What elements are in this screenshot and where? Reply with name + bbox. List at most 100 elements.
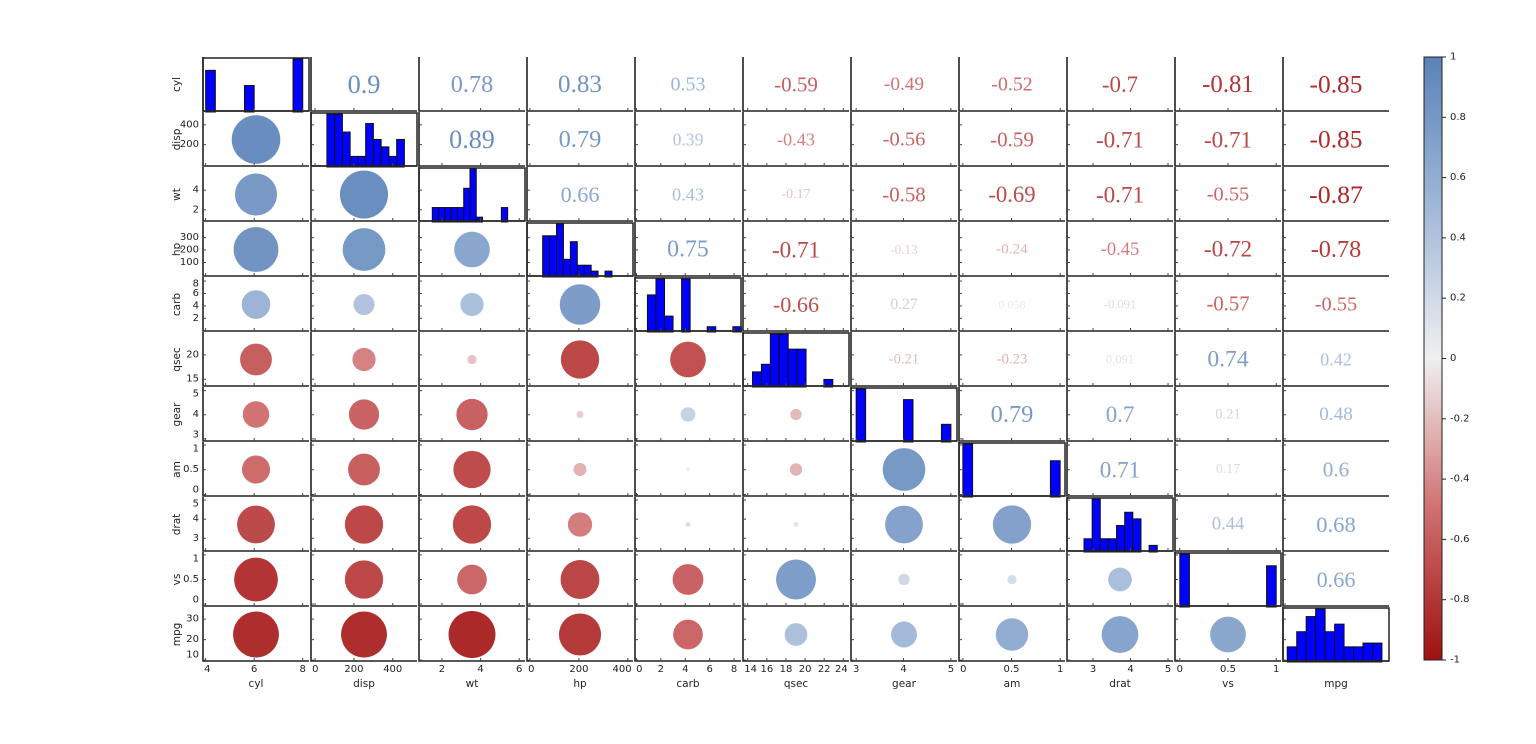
cell-am-qsec <box>742 442 849 497</box>
cell-axis <box>418 167 525 222</box>
histogram-bar <box>1083 538 1093 553</box>
x-tick-label: 4 <box>682 664 688 675</box>
cell-axis <box>418 332 525 387</box>
cell-axis <box>1066 607 1173 662</box>
correlation-label: 0.17 <box>1216 462 1240 477</box>
correlation-circle <box>234 173 278 216</box>
cell-axis <box>850 552 957 607</box>
correlation-label: -0.71 <box>1204 127 1252 153</box>
cell-axis <box>742 277 849 332</box>
x-tick-label: 20 <box>799 664 812 675</box>
cell-gear-am: 0.79 <box>958 387 1065 442</box>
cell-qsec-hp <box>526 332 633 387</box>
correlation-circle <box>448 611 496 658</box>
cell-wt-drat: -0.71 <box>1066 167 1173 222</box>
colorbar-tick-label: 0.6 <box>1450 172 1466 183</box>
cell-axis <box>1282 112 1389 167</box>
correlation-circle <box>560 560 600 599</box>
cell-carb-drat: -0.091 <box>1066 277 1173 332</box>
correlation-label: -0.49 <box>884 74 924 95</box>
cell-axis <box>958 112 1065 167</box>
correlation-label: -0.71 <box>1096 127 1144 153</box>
cell-cyl-mpg: -0.85 <box>1282 57 1389 112</box>
colorbar-tick-label: 0 <box>1450 353 1456 364</box>
cell-axis <box>1282 332 1389 387</box>
correlation-circle <box>560 340 600 379</box>
cell-axis <box>850 57 957 112</box>
y-tick-label: 2 <box>193 313 199 324</box>
cell-gear-hp <box>526 387 633 442</box>
histogram-bar <box>549 235 558 278</box>
cell-mpg-qsec <box>742 607 849 662</box>
x-tick-label: 24 <box>835 664 848 675</box>
correlation-circle <box>790 408 802 421</box>
histogram-bar <box>444 207 452 223</box>
cell-axis <box>958 442 1065 497</box>
x-variable-label: mpg <box>1324 678 1348 690</box>
histogram-bar <box>604 270 613 278</box>
histogram-bar <box>380 146 390 168</box>
cell-axis <box>526 552 633 607</box>
correlation-circle <box>234 557 278 602</box>
cell-axis <box>526 497 633 552</box>
histogram-bar <box>1179 553 1190 608</box>
cell-disp-wt: 0.89 <box>418 112 525 167</box>
cell-axis <box>1066 552 1173 607</box>
y-variable-label: mpg <box>171 623 183 647</box>
x-variable-label: drat <box>1109 678 1131 690</box>
x-tick-label: 18 <box>780 664 793 675</box>
x-tick-label: 400 <box>383 664 402 675</box>
cell-mpg-disp <box>310 607 417 662</box>
y-tick-label: 0 <box>193 595 199 606</box>
correlation-label: 0.89 <box>449 125 495 154</box>
histogram-bar <box>1107 538 1118 553</box>
correlation-label: 0.74 <box>1207 347 1248 373</box>
cell-axis <box>742 222 849 277</box>
cell-disp-gear: -0.56 <box>850 112 957 167</box>
cell-axis <box>958 222 1065 277</box>
cell-qsec-cyl <box>202 332 309 387</box>
x-tick-label: 0.5 <box>1220 664 1236 675</box>
correlation-label: 0.53 <box>671 74 706 96</box>
cell-disp-mpg: -0.85 <box>1282 112 1389 167</box>
cell-hp-drat: -0.45 <box>1066 222 1173 277</box>
cell-cyl-drat: -0.7 <box>1066 57 1173 112</box>
cell-axis <box>310 277 417 332</box>
colorbar-tick-label: 0.2 <box>1450 293 1466 304</box>
cell-axis <box>634 167 741 222</box>
x-tick-label: 0 <box>312 664 318 675</box>
histogram-bar <box>664 315 674 333</box>
correlation-label: -0.7 <box>1102 72 1138 97</box>
cell-gear-qsec <box>742 387 849 442</box>
cell-axis <box>742 387 849 442</box>
x-tick-label: 0 <box>960 664 966 675</box>
correlation-circle <box>672 564 704 595</box>
correlation-circle <box>353 293 375 316</box>
y-tick-label: 1 <box>193 554 199 565</box>
correlation-label: 0.058 <box>999 298 1026 312</box>
cell-cyl-wt: 0.78 <box>418 57 525 112</box>
cell-am-gear <box>850 442 957 497</box>
cell-axis <box>1282 442 1389 497</box>
x-tick-label: 14 <box>744 664 757 675</box>
cell-mpg-wt <box>418 607 525 662</box>
correlation-circle <box>344 560 384 599</box>
cell-drat-disp <box>310 497 417 552</box>
cell-mpg-gear <box>850 607 957 662</box>
correlation-circle <box>685 522 691 527</box>
x-tick-label: 200 <box>569 664 588 675</box>
cell-hp-carb: 0.75 <box>634 222 741 277</box>
correlation-circle <box>995 618 1029 651</box>
cell-mpg-mpg <box>1282 607 1390 663</box>
x-variable-label: wt <box>466 678 479 690</box>
y-variable-label: carb <box>171 293 183 317</box>
y-tick-label: 20 <box>186 634 199 645</box>
correlation-label: -0.57 <box>1206 294 1249 316</box>
cell-axis <box>742 112 849 167</box>
colorbar: 1 0.8 0.6 0.4 0.2 0 -0.2 -0.4 -0.6 -0.8 -1 <box>1423 52 1470 666</box>
x-tick-label: 3 <box>853 664 859 675</box>
cell-axis <box>526 607 633 662</box>
colorbar-gradient <box>1423 56 1443 661</box>
cell-vs-cyl <box>202 552 309 607</box>
correlation-label: 0.6 <box>1323 458 1349 482</box>
